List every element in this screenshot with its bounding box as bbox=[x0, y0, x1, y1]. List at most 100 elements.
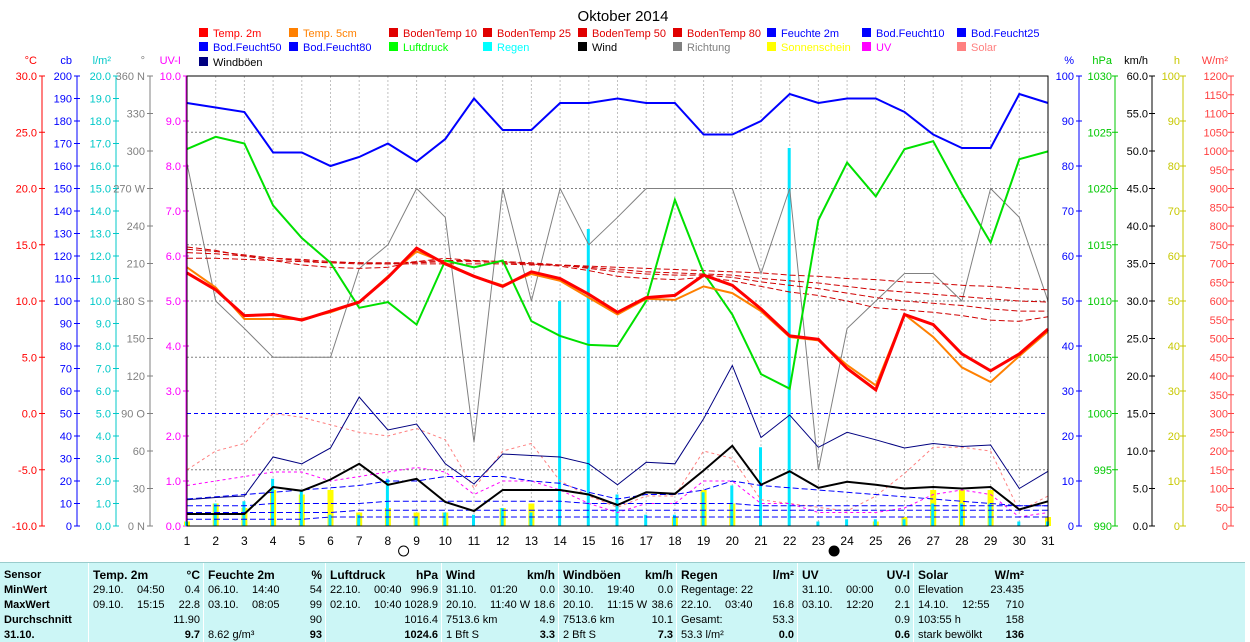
axis-tick-label: 19.0 bbox=[90, 94, 111, 106]
cell-a: 02.10. bbox=[330, 599, 361, 611]
axis-tick-label: 13.0 bbox=[90, 229, 111, 241]
legend-label: BodenTemp 80 bbox=[687, 28, 761, 40]
axis-tick-label: 50 bbox=[60, 409, 72, 421]
axis-tick-label: 10 bbox=[60, 499, 72, 511]
axis-tick-label: 35.0 bbox=[1127, 259, 1148, 271]
table-col-luftdruck: Luftdruck hPa 22.10. 00:40 996.9 02.10. 10:40 1… bbox=[325, 563, 441, 642]
table-col-regen: Regen l/m² Regentage: 22 22.10. 03:40 16.8 Ges… bbox=[676, 563, 797, 642]
x-tick-label: 20 bbox=[726, 534, 740, 548]
axis-tick-label: 120 bbox=[54, 251, 72, 263]
cell-value: 4.9 bbox=[539, 614, 555, 626]
x-tick-label: 21 bbox=[754, 534, 768, 548]
axis-tick-label: 110 bbox=[54, 274, 72, 286]
axis-w-m: 1200115011001050100095090085080075070065… bbox=[1202, 55, 1234, 533]
rain-bar bbox=[845, 519, 849, 526]
col-title: Feuchte 2m bbox=[208, 568, 275, 582]
cell-b: 04:50 bbox=[137, 584, 165, 596]
moon-phase-marker bbox=[398, 545, 410, 557]
axis-tick-label: 6.0 bbox=[166, 251, 181, 263]
axis-tick-label: 45.0 bbox=[1127, 184, 1148, 196]
col-cell-row: 0.9 bbox=[802, 613, 910, 627]
col-title: Luftdruck bbox=[330, 568, 386, 582]
cell-a: 03.10. bbox=[802, 599, 833, 611]
x-tick-label: 12 bbox=[496, 534, 510, 548]
axis-tick-label: 100 bbox=[1210, 484, 1228, 496]
x-tick-label: 9 bbox=[413, 534, 420, 548]
series-line-luftdruck bbox=[186, 135, 1049, 391]
legend-swatch bbox=[957, 28, 966, 37]
axis-tick-label: 0 bbox=[1222, 521, 1228, 533]
legend-label: Feuchte 2m bbox=[781, 28, 839, 40]
series-line-wind bbox=[187, 444, 1049, 515]
axis-unit: km/h bbox=[1124, 55, 1148, 67]
col-cell-row: 09.10. 15:15 22.8 bbox=[93, 598, 200, 612]
axis-tick-label: 15.0 bbox=[16, 240, 37, 252]
x-tick-label: 6 bbox=[327, 534, 334, 548]
cell-a: 22.10. bbox=[330, 584, 361, 596]
col-cell-row: 90 bbox=[208, 613, 322, 627]
legend-swatch bbox=[578, 28, 587, 37]
legend-item-bodentemp-10: BodenTemp 10 bbox=[389, 28, 477, 40]
legend-swatch bbox=[389, 42, 398, 51]
table-col-temp-2m: Temp. 2m °C 29.10. 04:50 0.4 09.10. 15:15 22.8 1… bbox=[88, 563, 203, 642]
axis-tick-label: 80 bbox=[60, 341, 72, 353]
rain-bar bbox=[644, 514, 648, 526]
cell-value: 53.3 bbox=[772, 614, 794, 626]
cell-a: 8.62 g/m³ bbox=[208, 629, 255, 641]
legend-swatch bbox=[673, 42, 682, 51]
x-tick-label: 25 bbox=[869, 534, 883, 548]
axis-tick-label: 16.0 bbox=[90, 161, 111, 173]
axis-tick-label: 60.0 bbox=[1127, 71, 1148, 83]
x-tick-label: 15 bbox=[582, 534, 596, 548]
axis-tick-label: 10.0 bbox=[90, 296, 111, 308]
legend-swatch bbox=[673, 28, 682, 37]
axis-tick-label: 40 bbox=[1168, 341, 1180, 353]
legend-label: Regen bbox=[497, 42, 529, 54]
legend-label: Solar bbox=[971, 42, 997, 54]
chart-axes: 30.025.020.015.010.05.00.0-5.0-10.0°C200… bbox=[12, 55, 1234, 533]
legend-item-bod-feucht10: Bod.Feucht10 bbox=[862, 28, 945, 40]
cell-a: stark bewölkt bbox=[918, 629, 983, 641]
cell-value: 3.3 bbox=[539, 629, 555, 641]
axis-tick-label: 17.0 bbox=[90, 139, 111, 151]
legend-swatch bbox=[483, 28, 492, 37]
axis-tick-label: 90 bbox=[1168, 116, 1180, 128]
cell-a: 14.10. bbox=[918, 599, 949, 611]
axis-tick-label: 1000 bbox=[1204, 146, 1228, 158]
cell-value: 23.435 bbox=[990, 584, 1024, 596]
cell-a: 03.10. bbox=[208, 599, 239, 611]
cell-a: 22.10. bbox=[681, 599, 712, 611]
col-cell-row: 1 Bft S 3.3 bbox=[446, 628, 555, 642]
cell-value: 0.0 bbox=[894, 584, 910, 596]
cell-a: 31.10. bbox=[802, 584, 833, 596]
rain-bar bbox=[615, 494, 619, 526]
col-cell-row: 53.3 l/m² 0.0 bbox=[681, 628, 794, 642]
cell-value: 0.4 bbox=[184, 584, 200, 596]
cell-value: 0.9 bbox=[894, 614, 910, 626]
cell-b: 10:40 bbox=[374, 599, 402, 611]
col-header: Wind km/h bbox=[446, 568, 555, 582]
axis-tick-label: 0.0 bbox=[96, 521, 111, 533]
legend-swatch bbox=[767, 28, 776, 37]
axis-tick-label: 0 bbox=[1068, 521, 1074, 533]
cell-value: 2.1 bbox=[894, 599, 910, 611]
x-tick-label: 28 bbox=[955, 534, 969, 548]
rain-bar bbox=[472, 514, 475, 526]
x-tick-label: 7 bbox=[356, 534, 363, 548]
axis-tick-label: 25.0 bbox=[1127, 334, 1148, 346]
axis-tick-label: 30 bbox=[1062, 386, 1074, 398]
axis-tick-label: 3.0 bbox=[96, 454, 111, 466]
cell-b: 15:15 bbox=[137, 599, 165, 611]
stats-table: Sensor MinWert MaxWert Durchschnitt 31.10. Te… bbox=[0, 562, 1245, 642]
legend-item-bodentemp-25: BodenTemp 25 bbox=[483, 28, 571, 40]
axis-tick-label: 650 bbox=[1210, 277, 1228, 289]
axis-tick-label: 200 bbox=[54, 71, 72, 83]
axis-tick-label: 1.0 bbox=[166, 476, 181, 488]
col-cell-row: 7513.6 km 10.1 bbox=[563, 613, 673, 627]
axis-tick-label: 1015 bbox=[1088, 240, 1112, 252]
cell-value: 996.9 bbox=[410, 584, 438, 596]
axis-tick-label: 20.0 bbox=[90, 71, 111, 83]
series-line-temp-2m bbox=[186, 246, 1049, 393]
col-cell-row: Elevation 23.435 bbox=[918, 583, 1024, 597]
series-line-windb-en bbox=[186, 364, 1049, 501]
